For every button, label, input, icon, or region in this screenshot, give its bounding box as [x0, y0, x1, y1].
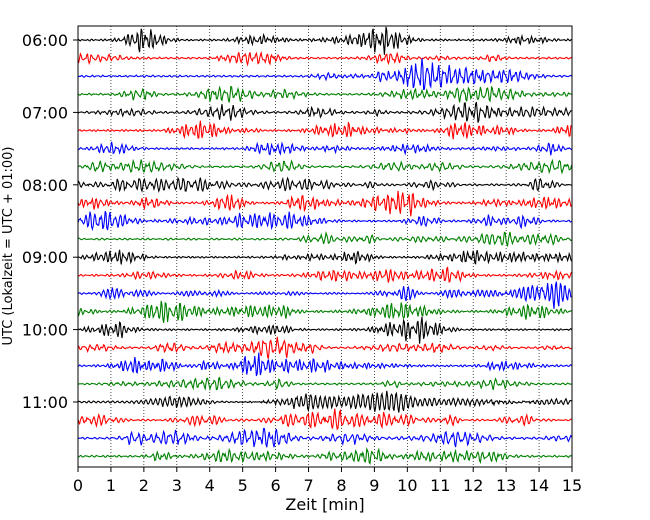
x-tick-label: 8 [336, 476, 346, 495]
x-tick-label: 0 [73, 476, 83, 495]
trace-7 [77, 141, 572, 156]
y-axis-label: UTC (Lokalzeit = UTC + 01:00) [1, 147, 16, 346]
trace-19 [77, 352, 573, 377]
x-tick-label: 12 [463, 476, 483, 495]
trace-2 [77, 50, 572, 67]
trace-24 [77, 447, 572, 466]
trace-3 [77, 58, 572, 91]
plot-frame [77, 25, 573, 468]
x-tick-label: 10 [397, 476, 417, 495]
x-tick-label: 13 [496, 476, 516, 495]
y-tick-label: 10:00 [22, 321, 68, 340]
x-tick-label: 6 [271, 476, 281, 495]
trace-5 [77, 101, 572, 123]
y-tick-label: 09:00 [22, 248, 68, 267]
y-tick-label: 11:00 [22, 393, 68, 412]
trace-1 [77, 26, 572, 55]
trace-4 [77, 85, 572, 103]
x-tick-label: 4 [205, 476, 215, 495]
traces [77, 26, 573, 466]
trace-13 [77, 249, 573, 265]
x-axis-ticks: 0 1 2 3 4 5 6 7 8 9 10 11 12 13 14 15 [73, 467, 582, 495]
x-tick-label: 7 [303, 476, 313, 495]
trace-14 [77, 266, 573, 284]
x-tick-label: 1 [106, 476, 116, 495]
trace-6 [77, 120, 572, 140]
trace-21 [77, 390, 572, 413]
x-axis-label: Zeit [min] [285, 495, 364, 514]
trace-10 [77, 190, 572, 217]
trace-12 [77, 230, 572, 248]
trace-17 [77, 316, 572, 344]
x-tick-label: 3 [172, 476, 182, 495]
x-tick-label: 5 [238, 476, 248, 495]
trace-22 [77, 408, 572, 431]
y-axis-ticks: 06:00 07:00 08:00 09:00 10:00 11:00 [22, 31, 78, 412]
y-tick-label: 07:00 [22, 103, 68, 122]
x-tick-label: 2 [139, 476, 149, 495]
trace-15 [77, 281, 572, 309]
x-tick-label: 9 [369, 476, 379, 495]
trace-16 [77, 300, 572, 323]
x-tick-label: 15 [562, 476, 582, 495]
y-tick-label: 08:00 [22, 176, 68, 195]
trace-23 [77, 427, 573, 448]
x-tick-label: 11 [430, 476, 450, 495]
trace-8 [77, 158, 573, 175]
x-tick-label: 14 [529, 476, 549, 495]
trace-18 [77, 336, 572, 359]
y-tick-label: 06:00 [22, 31, 68, 50]
trace-11 [77, 211, 572, 232]
trace-20 [77, 376, 572, 392]
trace-9 [77, 176, 572, 194]
